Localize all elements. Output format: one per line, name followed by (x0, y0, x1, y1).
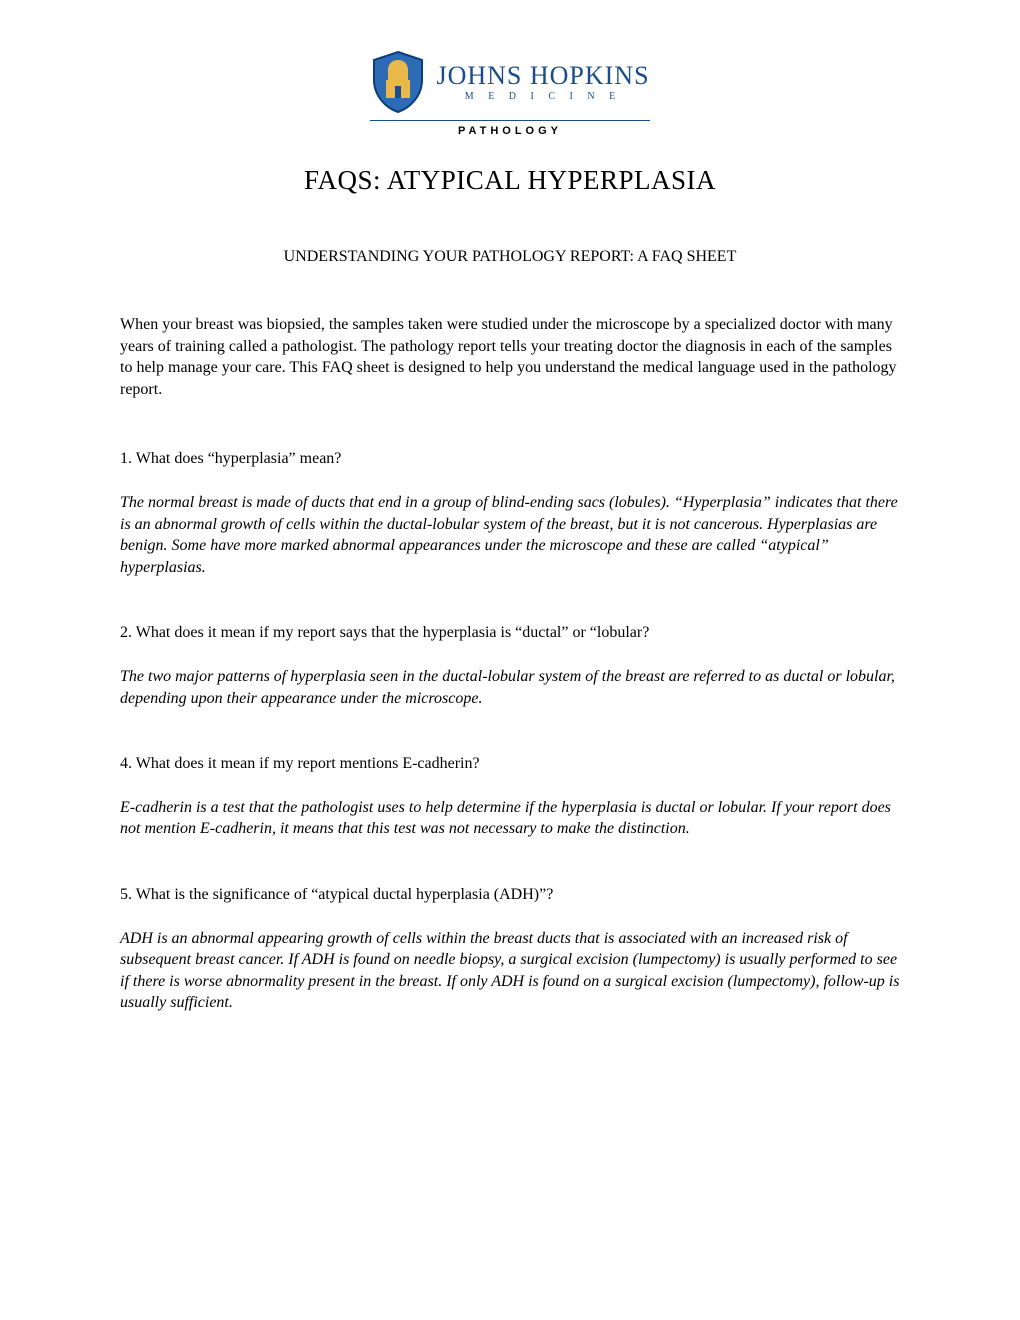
faq-answer: The two major patterns of hyperplasia se… (120, 666, 900, 709)
logo-text: JOHNS HOPKINS M E D I C I N E (436, 63, 649, 102)
logo-inner: JOHNS HOPKINS M E D I C I N E PATHOLOGY (370, 50, 650, 137)
faq-item: 1. What does “hyperplasia” mean? The nor… (120, 448, 900, 578)
page-subtitle: UNDERSTANDING YOUR PATHOLOGY REPORT: A F… (120, 248, 900, 266)
logo-name: JOHNS HOPKINS (436, 63, 649, 89)
faq-item: 2. What does it mean if my report says t… (120, 622, 900, 709)
faq-question: 5. What is the significance of “atypical… (120, 884, 900, 906)
faq-answer: ADH is an abnormal appearing growth of c… (120, 928, 900, 1014)
faq-question: 2. What does it mean if my report says t… (120, 622, 900, 644)
faq-item: 5. What is the significance of “atypical… (120, 884, 900, 1014)
faq-answer: E-cadherin is a test that the pathologis… (120, 797, 900, 840)
logo-block: JOHNS HOPKINS M E D I C I N E PATHOLOGY (120, 50, 900, 137)
logo-department: PATHOLOGY (458, 125, 562, 137)
faq-item: 4. What does it mean if my report mentio… (120, 753, 900, 840)
faq-question: 1. What does “hyperplasia” mean? (120, 448, 900, 470)
faq-question: 4. What does it mean if my report mentio… (120, 753, 900, 775)
shield-icon (370, 50, 426, 114)
intro-paragraph: When your breast was biopsied, the sampl… (120, 314, 900, 400)
logo-medicine: M E D I C I N E (465, 91, 621, 102)
faq-answer: The normal breast is made of ducts that … (120, 492, 900, 578)
page-title: FAQS: ATYPICAL HYPERPLASIA (120, 165, 900, 196)
logo-divider (370, 120, 650, 121)
logo-top: JOHNS HOPKINS M E D I C I N E (370, 50, 649, 114)
